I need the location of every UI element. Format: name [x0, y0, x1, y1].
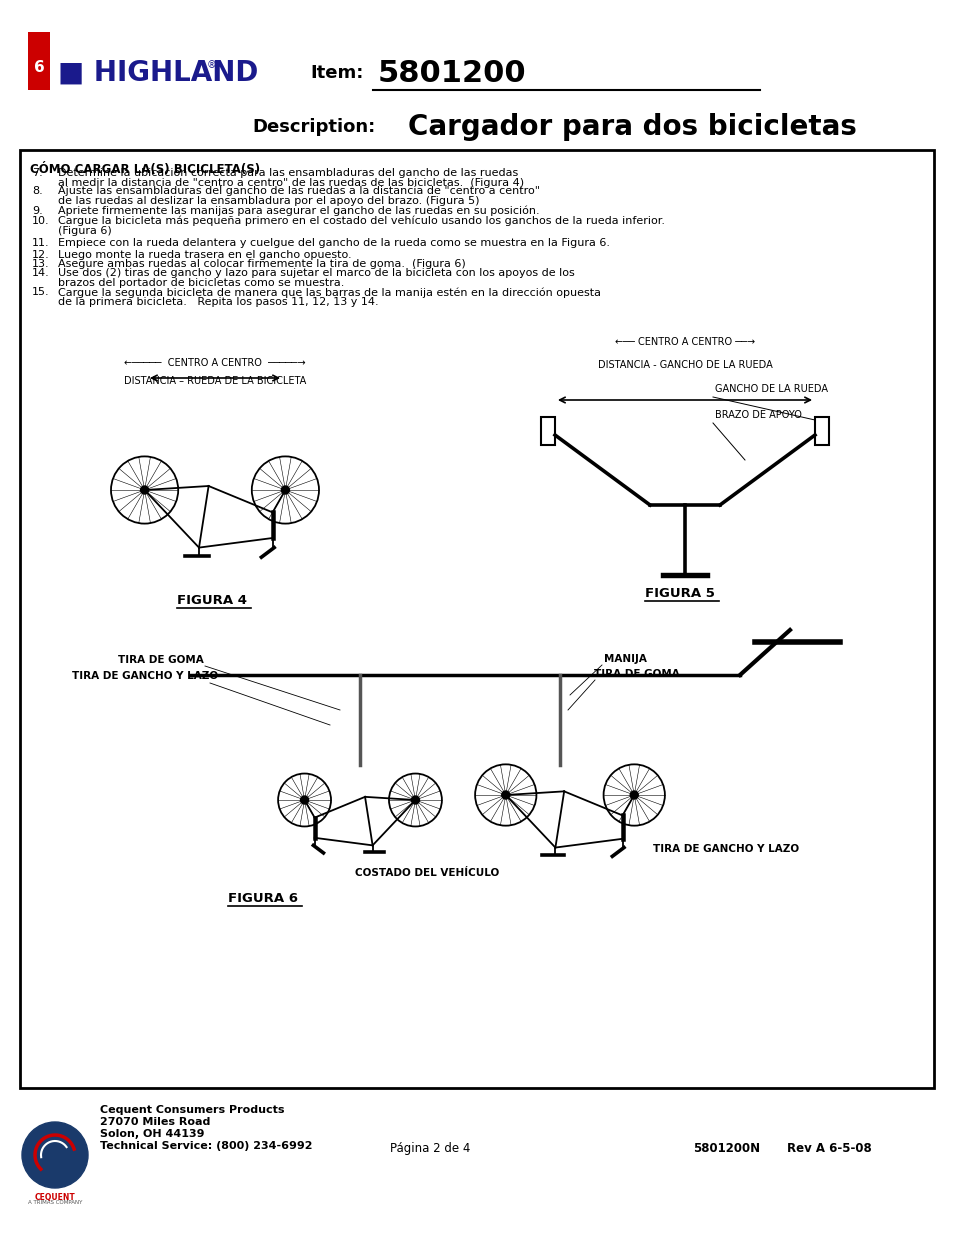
- Text: GANCHO DE LA RUEDA: GANCHO DE LA RUEDA: [714, 384, 827, 394]
- Text: 8.: 8.: [32, 186, 43, 196]
- Text: DISTANCIA - GANCHO DE LA RUEDA: DISTANCIA - GANCHO DE LA RUEDA: [597, 359, 772, 370]
- Text: MANIJA: MANIJA: [603, 655, 646, 664]
- Text: Description:: Description:: [252, 119, 375, 136]
- Text: Cargue la segunda bicicleta de manera que las barras de la manija estén en la di: Cargue la segunda bicicleta de manera qu…: [58, 287, 600, 298]
- Text: A TRIMAS COMPANY: A TRIMAS COMPANY: [28, 1200, 82, 1205]
- Text: Technical Service: (800) 234-6992: Technical Service: (800) 234-6992: [100, 1141, 313, 1151]
- Circle shape: [411, 797, 419, 804]
- Text: Rev A 6-5-08: Rev A 6-5-08: [786, 1142, 871, 1155]
- Text: Item:: Item:: [310, 64, 363, 82]
- Text: 6: 6: [33, 59, 45, 74]
- Text: 7.: 7.: [32, 168, 43, 178]
- Text: TIRA DE GOMA: TIRA DE GOMA: [594, 669, 679, 679]
- Text: TIRA DE GANCHO Y LAZO: TIRA DE GANCHO Y LAZO: [652, 844, 799, 853]
- Bar: [28, 32, 50, 90]
- Text: 12.: 12.: [32, 249, 50, 261]
- Circle shape: [501, 790, 509, 799]
- Circle shape: [22, 1123, 88, 1188]
- Text: COSTADO DEL VEHÍCULO: COSTADO DEL VEHÍCULO: [355, 868, 498, 878]
- Text: de las ruedas al deslizar la ensambladura por el apoyo del brazo. (Figura 5): de las ruedas al deslizar la ensambladur…: [58, 196, 479, 206]
- Text: Determine la ubicación correcta para las ensambladuras del gancho de las ruedas: Determine la ubicación correcta para las…: [58, 168, 517, 179]
- Text: brazos del portador de bicicletas como se muestra.: brazos del portador de bicicletas como s…: [58, 278, 344, 288]
- Text: Cargador para dos bicicletas: Cargador para dos bicicletas: [408, 112, 856, 141]
- Text: FIGURA 4: FIGURA 4: [177, 594, 247, 606]
- Text: FIGURA 6: FIGURA 6: [228, 892, 297, 905]
- Circle shape: [140, 487, 149, 494]
- Text: Asegure ambas ruedas al colocar firmemente la tira de goma.  (Figura 6): Asegure ambas ruedas al colocar firmemen…: [58, 259, 465, 269]
- Text: al medir la distancia de "centro a centro" de las ruedas de las bicicletas.  (Fi: al medir la distancia de "centro a centr…: [58, 178, 523, 188]
- Text: 5801200: 5801200: [377, 58, 526, 88]
- Text: ←── CENTRO A CENTRO ──→: ←── CENTRO A CENTRO ──→: [615, 337, 754, 347]
- Bar: [20, 149, 933, 1088]
- Text: Apriete firmemente las manijas para asegurar el gancho de las ruedas en su posic: Apriete firmemente las manijas para aseg…: [58, 206, 539, 216]
- Text: BRAZO DE APOYO: BRAZO DE APOYO: [714, 410, 801, 420]
- Circle shape: [630, 790, 638, 799]
- Text: 5801200N: 5801200N: [692, 1142, 760, 1155]
- Text: FIGURA 5: FIGURA 5: [644, 587, 714, 600]
- Text: 14.: 14.: [32, 268, 50, 278]
- Text: 11.: 11.: [32, 238, 50, 248]
- Circle shape: [300, 797, 308, 804]
- Text: de la primera bicicleta.   Repita los pasos 11, 12, 13 y 14.: de la primera bicicleta. Repita los paso…: [58, 296, 378, 308]
- Text: Cequent Consumers Products: Cequent Consumers Products: [100, 1105, 284, 1115]
- Text: Solon, OH 44139: Solon, OH 44139: [100, 1129, 204, 1139]
- Text: Use dos (2) tiras de gancho y lazo para sujetar el marco de la bicicleta con los: Use dos (2) tiras de gancho y lazo para …: [58, 268, 574, 278]
- Circle shape: [281, 487, 289, 494]
- Text: Luego monte la rueda trasera en el gancho opuesto.: Luego monte la rueda trasera en el ganch…: [58, 249, 352, 261]
- Text: CÓMO CARGAR LA(S) BICICLETA(S): CÓMO CARGAR LA(S) BICICLETA(S): [30, 163, 260, 177]
- Text: DISTANCIA – RUEDA DE LA BICICLETA: DISTANCIA – RUEDA DE LA BICICLETA: [124, 375, 306, 387]
- Text: 27070 Miles Road: 27070 Miles Road: [100, 1116, 211, 1128]
- Text: 9.: 9.: [32, 206, 43, 216]
- Text: ®: ®: [207, 61, 216, 70]
- Text: CEQUENT: CEQUENT: [34, 1193, 75, 1202]
- Text: 13.: 13.: [32, 259, 50, 269]
- Text: TIRA DE GOMA: TIRA DE GOMA: [118, 655, 204, 664]
- Text: ←─────  CENTRO A CENTRO  ─────→: ←───── CENTRO A CENTRO ─────→: [124, 358, 306, 368]
- Text: (Figura 6): (Figura 6): [58, 226, 112, 236]
- Text: ■ HIGHLAND: ■ HIGHLAND: [58, 59, 258, 86]
- Text: Empiece con la rueda delantera y cuelgue del gancho de la rueda como se muestra : Empiece con la rueda delantera y cuelgue…: [58, 238, 609, 248]
- Text: 15.: 15.: [32, 287, 50, 296]
- Text: Página 2 de 4: Página 2 de 4: [390, 1142, 470, 1155]
- Text: Ajuste las ensambladuras del gancho de las ruedas a la distancia de "centro a ce: Ajuste las ensambladuras del gancho de l…: [58, 186, 539, 196]
- Text: Cargue la bicicleta más pequeña primero en el costado del vehículo usando los ga: Cargue la bicicleta más pequeña primero …: [58, 216, 664, 226]
- Text: 10.: 10.: [32, 216, 50, 226]
- Text: TIRA DE GANCHO Y LAZO: TIRA DE GANCHO Y LAZO: [71, 671, 218, 680]
